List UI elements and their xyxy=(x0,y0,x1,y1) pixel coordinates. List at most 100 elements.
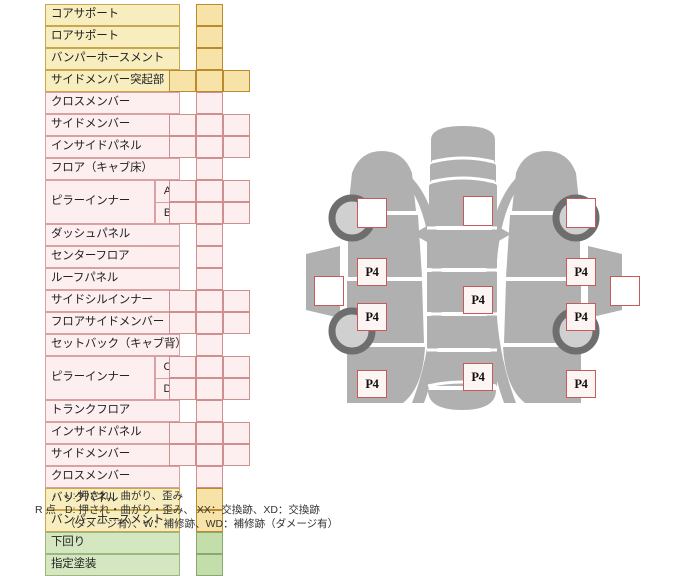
diagram-mark-left-mirror[interactable] xyxy=(314,276,344,306)
roof-sep-2 xyxy=(430,176,496,184)
table-row: ルーフパネル xyxy=(45,268,248,290)
matrix-row xyxy=(178,334,253,356)
matrix-cell-mid[interactable] xyxy=(196,532,223,554)
matrix-cell-mid[interactable] xyxy=(196,444,223,466)
matrix-row xyxy=(178,4,253,26)
matrix-cell-mid[interactable] xyxy=(196,290,223,312)
table-row: ダッシュパネル xyxy=(45,224,248,246)
part-label: クロスメンバー xyxy=(45,92,180,114)
matrix-cell-mid[interactable] xyxy=(196,202,223,224)
matrix-cell-mid[interactable] xyxy=(196,268,223,290)
matrix-cell-mid[interactable] xyxy=(196,334,223,356)
matrix-cell-right[interactable] xyxy=(223,70,250,92)
part-label: ダッシュパネル xyxy=(45,224,180,246)
matrix-cell-mid[interactable] xyxy=(196,158,223,180)
matrix-cell-mid[interactable] xyxy=(196,136,223,158)
table-row: トランクフロア xyxy=(45,400,248,422)
matrix-cell-left[interactable] xyxy=(169,114,196,136)
matrix-cell-left[interactable] xyxy=(169,444,196,466)
matrix-cell-left[interactable] xyxy=(169,422,196,444)
matrix-row xyxy=(169,290,253,312)
matrix-cell-mid[interactable] xyxy=(196,554,223,576)
matrix-cell-left[interactable] xyxy=(169,290,196,312)
matrix-cell-mid[interactable] xyxy=(196,4,223,26)
matrix-cell-mid[interactable] xyxy=(196,356,223,378)
matrix-row xyxy=(169,180,253,202)
diagram-mark-roof-rear[interactable]: P4 xyxy=(463,363,493,391)
right-front-fender-shape xyxy=(512,151,580,211)
matrix-cell-mid[interactable] xyxy=(196,70,223,92)
matrix-cell-right[interactable] xyxy=(223,312,250,334)
matrix-row xyxy=(178,488,253,510)
matrix-cell-mid[interactable] xyxy=(196,378,223,400)
diagram-mark-left-front-door[interactable]: P4 xyxy=(357,258,387,286)
part-label: サイドメンバー突起部 xyxy=(45,70,180,92)
part-label: サイドメンバー xyxy=(45,444,180,466)
matrix-cell-right[interactable] xyxy=(223,180,250,202)
matrix-row xyxy=(169,312,253,334)
matrix-cell-right[interactable] xyxy=(223,422,250,444)
matrix-cell-left[interactable] xyxy=(169,180,196,202)
part-label: サイドシルインナー xyxy=(45,290,180,312)
matrix-row xyxy=(178,92,253,114)
diagram-mark-right-front-fender[interactable] xyxy=(566,198,596,228)
matrix-cell-left[interactable] xyxy=(169,378,196,400)
diagram-mark-right-front-door[interactable]: P4 xyxy=(566,258,596,286)
matrix-cell-right[interactable] xyxy=(223,202,250,224)
matrix-cell-mid[interactable] xyxy=(196,466,223,488)
matrix-cell-mid[interactable] xyxy=(196,180,223,202)
part-label: フロア（キャブ床） xyxy=(45,158,180,180)
part-label: サイドメンバー xyxy=(45,114,180,136)
table-row: コアサポート xyxy=(45,4,248,26)
roof-windshield-shape xyxy=(430,160,496,182)
matrix-cell-left[interactable] xyxy=(169,356,196,378)
matrix-cell-right[interactable] xyxy=(223,378,250,400)
matrix-row xyxy=(178,466,253,488)
matrix-cell-right[interactable] xyxy=(223,356,250,378)
matrix-row xyxy=(169,356,253,378)
table-row: サイドメンバー xyxy=(45,444,248,466)
diagram-mark-left-front-fender[interactable] xyxy=(357,198,387,228)
matrix-cell-mid[interactable] xyxy=(196,114,223,136)
matrix-row xyxy=(178,158,253,180)
matrix-cell-left[interactable] xyxy=(169,70,196,92)
legend-text-d: D: 押され・曲がり・歪み、 XX：交換跡、XD：交換跡 xyxy=(65,504,320,516)
table-row: クロスメンバー xyxy=(45,466,248,488)
diagram-mark-right-mirror[interactable] xyxy=(610,276,640,306)
matrix-cell-mid[interactable] xyxy=(196,26,223,48)
matrix-cell-mid[interactable] xyxy=(196,510,223,532)
part-label: バンパーホースメント xyxy=(45,510,180,532)
matrix-cell-mid[interactable] xyxy=(196,48,223,70)
table-row: センターフロア xyxy=(45,246,248,268)
matrix-cell-right[interactable] xyxy=(223,136,250,158)
matrix-cell-mid[interactable] xyxy=(196,400,223,422)
matrix-row xyxy=(169,378,253,400)
part-label: クロスメンバー xyxy=(45,466,180,488)
matrix-cell-mid[interactable] xyxy=(196,246,223,268)
matrix-row xyxy=(178,268,253,290)
part-label: 下回り xyxy=(45,532,180,554)
matrix-cell-left[interactable] xyxy=(169,312,196,334)
part-label: 指定塗装 xyxy=(45,554,180,576)
matrix-cell-right[interactable] xyxy=(223,444,250,466)
matrix-cell-mid[interactable] xyxy=(196,92,223,114)
matrix-row xyxy=(178,532,253,554)
matrix-cell-right[interactable] xyxy=(223,114,250,136)
matrix-row xyxy=(178,400,253,422)
matrix-cell-mid[interactable] xyxy=(196,224,223,246)
diagram-mark-right-rear-door[interactable]: P4 xyxy=(566,303,596,331)
diagram-mark-left-rear-door[interactable]: P4 xyxy=(357,303,387,331)
diagram-mark-roof-mid[interactable]: P4 xyxy=(463,286,493,314)
matrix-cell-mid[interactable] xyxy=(196,488,223,510)
diagram-mark-right-rear-quarter[interactable]: P4 xyxy=(566,370,596,398)
diagram-mark-left-rear-quarter[interactable]: P4 xyxy=(357,370,387,398)
matrix-cell-mid[interactable] xyxy=(196,312,223,334)
table-row: ピラーインナー A B xyxy=(45,180,248,224)
matrix-cell-mid[interactable] xyxy=(196,422,223,444)
matrix-cell-right[interactable] xyxy=(223,290,250,312)
matrix-cell-left[interactable] xyxy=(169,202,196,224)
table-row: セットバック（キャブ背） xyxy=(45,334,248,356)
table-row: フロア（キャブ床） xyxy=(45,158,248,180)
matrix-cell-left[interactable] xyxy=(169,136,196,158)
diagram-mark-roof-front[interactable] xyxy=(463,196,493,226)
